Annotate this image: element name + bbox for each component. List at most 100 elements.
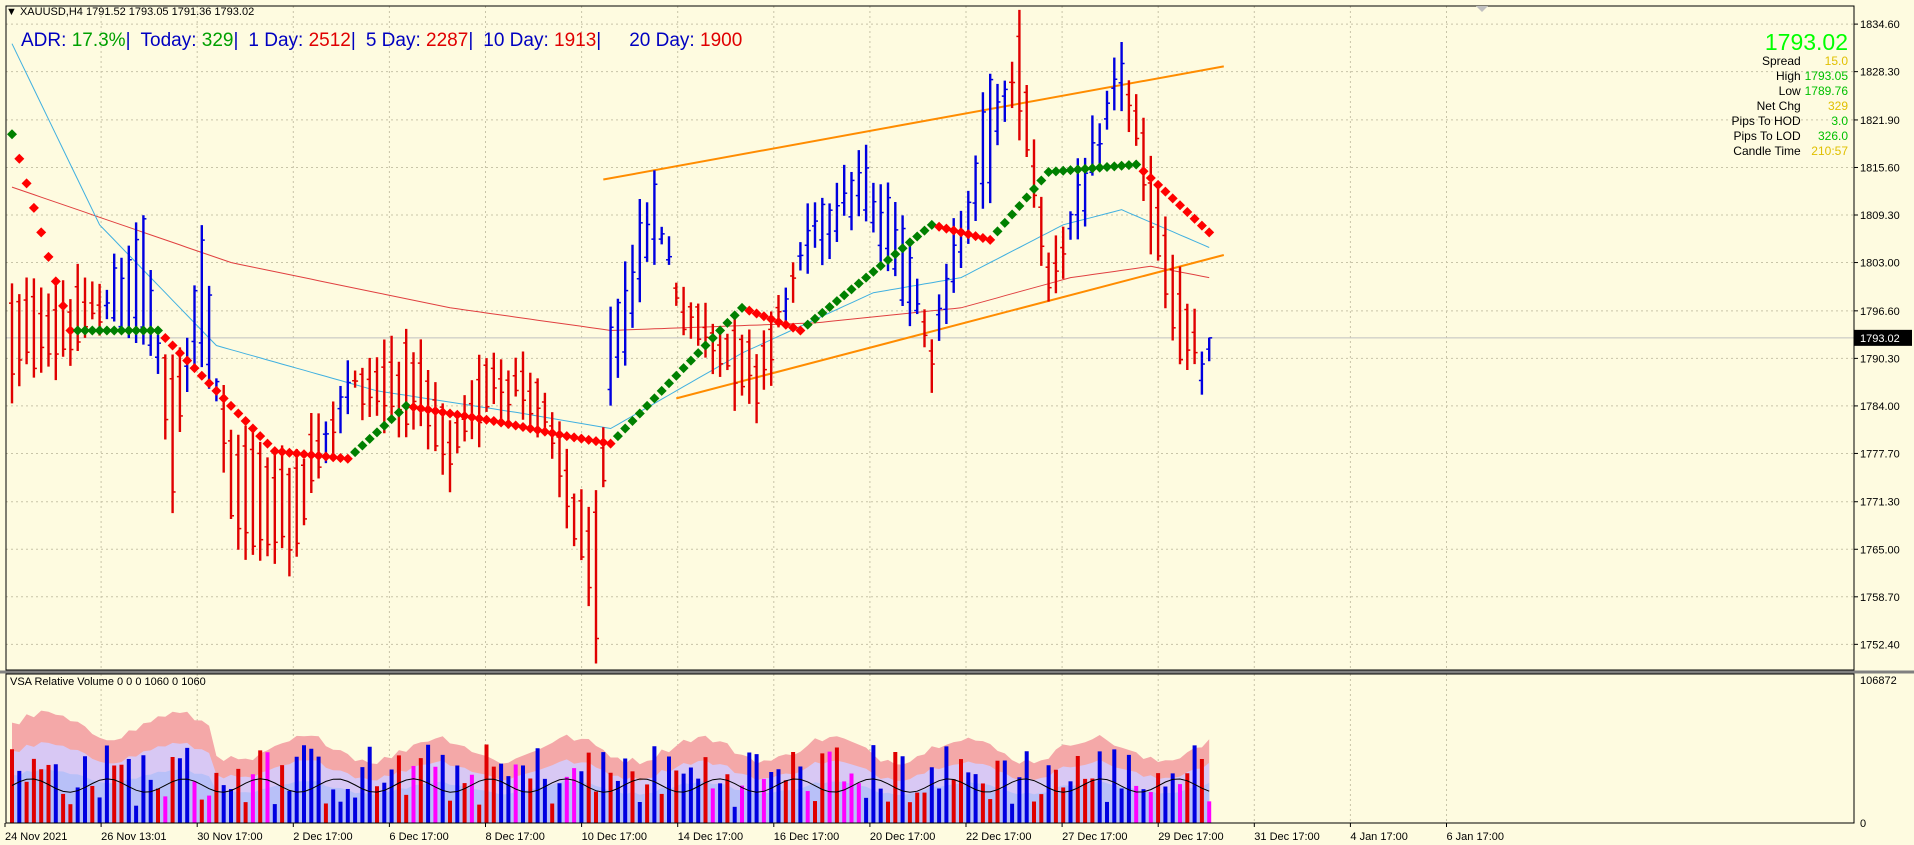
trend-dot [999, 217, 1010, 228]
vsa-average-line [11, 778, 1210, 793]
chart-title: ▼ XAUUSD,H4 1791.52 1793.05 1791.36 1793… [6, 6, 254, 18]
adr-item-label: 1 Day: [248, 30, 309, 51]
trend-dot [569, 432, 580, 443]
trend-dot [503, 419, 514, 430]
trend-dot [795, 325, 806, 336]
trend-dot [634, 408, 645, 419]
ma-fast-line [11, 43, 1210, 430]
adr-item: ADR: 17.3%| [21, 30, 131, 51]
trend-dot [474, 413, 485, 424]
info-row-label: Candle Time [1733, 144, 1804, 158]
trend-dot [576, 433, 587, 444]
vsa-tick-label: 106872 [1860, 675, 1897, 687]
trend-dot [1007, 209, 1018, 220]
x-tick-label: 22 Dec 17:00 [966, 831, 1031, 843]
trend-dot [846, 284, 857, 295]
trend-dot [547, 428, 558, 439]
trend-dot [620, 423, 631, 434]
info-row: Pips To LOD 326.0 [1698, 129, 1848, 144]
trend-dot [423, 404, 434, 415]
trend-dot [861, 272, 872, 283]
trend-dot [1182, 206, 1193, 217]
trend-dot [94, 325, 105, 336]
x-tick-label: 31 Dec 17:00 [1254, 831, 1319, 843]
trend-dot [1029, 183, 1039, 194]
info-row-value: 210:57 [1811, 144, 1848, 158]
trend-dot [802, 319, 813, 330]
y-tick-label: 1777.70 [1860, 448, 1900, 460]
trend-dot [853, 278, 864, 289]
info-row-label: Pips To HOD [1731, 114, 1804, 128]
trend-dot [466, 412, 477, 423]
trend-dot [605, 438, 616, 449]
y-tick-label: 1765.00 [1860, 544, 1900, 556]
chart-title-text: XAUUSD,H4 1791.52 1793.05 1791.36 1793.0… [19, 6, 255, 18]
trend-dot [875, 260, 886, 271]
trend-dot [963, 229, 974, 240]
x-tick-label: 16 Dec 17:00 [774, 831, 839, 843]
trend-dot [985, 234, 996, 245]
info-row: Pips To HOD 3.0 [1698, 114, 1848, 129]
trend-dot [386, 414, 397, 425]
trend-dot [320, 451, 331, 462]
info-row-value: 1789.76 [1804, 84, 1848, 98]
trend-dot [839, 290, 850, 301]
trend-dot [1196, 220, 1207, 231]
trend-dot [50, 276, 61, 287]
trend-dot [14, 153, 25, 164]
trend-dot [926, 219, 937, 230]
trend-dot [401, 400, 412, 411]
trend-dot [992, 226, 1003, 237]
trend-dot [87, 325, 98, 336]
trend-dot [379, 420, 390, 431]
adr-item: Today: 329| [141, 30, 239, 51]
trend-dot [262, 438, 273, 449]
shift-marker-icon [1476, 6, 1488, 12]
trend-dot [247, 423, 258, 434]
trend-dot [1160, 186, 1171, 197]
x-tick-label: 27 Dec 17:00 [1062, 831, 1127, 843]
trend-dot [58, 300, 69, 311]
trend-dot [518, 422, 528, 433]
trend-dot [707, 333, 718, 343]
y-tick-label: 1815.60 [1860, 162, 1900, 174]
trend-dot [1167, 193, 1178, 204]
trend-dot [751, 308, 762, 319]
trend-dot [897, 243, 908, 254]
trend-dot [7, 129, 17, 140]
x-tick-label: 4 Jan 17:00 [1350, 831, 1408, 843]
trend-dot [101, 325, 112, 336]
trend-dot [671, 370, 682, 381]
y-tick-label: 1752.40 [1860, 639, 1900, 651]
adr-item-separator: | [233, 30, 239, 51]
trend-dot [554, 429, 565, 440]
trend-dot [415, 403, 426, 414]
y-tick-label: 1821.90 [1860, 115, 1900, 127]
trend-dot [656, 385, 667, 396]
x-tick-label: 24 Nov 2021 [5, 831, 67, 843]
info-row-value: 3.0 [1831, 114, 1848, 128]
chart-menu-icon[interactable]: ▼ [6, 6, 17, 18]
trend-dot [715, 325, 726, 336]
info-row: High 1793.05 [1698, 69, 1848, 84]
adr-item-label: 5 Day: [365, 30, 427, 51]
trend-dot [934, 221, 945, 232]
indicator-plot-frame [5, 673, 1855, 824]
trend-dot [1094, 162, 1105, 173]
trend-dot [72, 325, 83, 336]
trend-dot [824, 301, 835, 312]
trend-dot [941, 223, 952, 234]
trend-dot [1123, 160, 1134, 171]
adr-item-label: ADR: [21, 30, 72, 51]
info-row-value: 15.0 [1824, 54, 1848, 68]
trend-dot [1036, 175, 1047, 186]
adr-item-separator: | [350, 30, 356, 51]
trend-dot [160, 333, 171, 343]
trend-dot [1065, 165, 1076, 176]
trend-dot [335, 452, 346, 463]
x-tick-label: 26 Nov 13:01 [101, 831, 166, 843]
trend-dot [561, 431, 572, 442]
trend-dot [912, 231, 923, 242]
